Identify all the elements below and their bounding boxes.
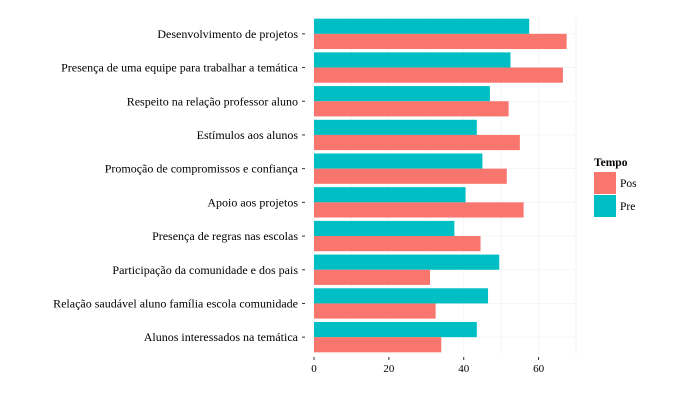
category-label: Desenvolvimento de projetos bbox=[157, 27, 298, 41]
legend-label-pre: Pre bbox=[620, 201, 635, 213]
bar-pos bbox=[314, 269, 431, 285]
bar-pre bbox=[314, 288, 489, 304]
category-label: Presença de regras nas escolas bbox=[152, 229, 298, 243]
x-axis: 0 20 40 60 bbox=[311, 357, 545, 375]
category-label: Apoio aos projetos bbox=[207, 195, 298, 209]
bar-pre bbox=[314, 119, 477, 135]
category-labels: Desenvolvimento de projetos Presença de u… bbox=[53, 27, 305, 344]
category-label: Estímulos aos alunos bbox=[197, 128, 299, 142]
bar-pre bbox=[314, 18, 530, 34]
bar-pos bbox=[314, 236, 481, 252]
legend-key-pos bbox=[594, 172, 616, 194]
legend: Tempo Pos Pre bbox=[594, 157, 637, 217]
bar-pos bbox=[314, 168, 507, 184]
bar-pre bbox=[314, 321, 477, 338]
bar-pre bbox=[314, 52, 511, 68]
bar-pos bbox=[314, 337, 442, 353]
bar-pos bbox=[314, 202, 524, 218]
x-tick-label: 20 bbox=[383, 363, 395, 375]
bar-pre bbox=[314, 153, 483, 169]
x-tick-label: 40 bbox=[458, 363, 470, 375]
legend-key-pre bbox=[594, 195, 616, 217]
bar-pos bbox=[314, 101, 509, 117]
bar-pre bbox=[314, 220, 455, 237]
bar-pos bbox=[314, 67, 563, 83]
category-label: Participação da comunidade e dos pais bbox=[112, 263, 298, 277]
category-label: Presença de uma equipe para trabalhar a … bbox=[61, 61, 299, 75]
x-tick-label: 0 bbox=[311, 363, 317, 375]
bar-pos bbox=[314, 134, 520, 151]
legend-label-pos: Pos bbox=[620, 178, 637, 190]
category-label: Relação saudável aluno família escola co… bbox=[53, 296, 298, 310]
bar-pos bbox=[314, 303, 436, 319]
category-label: Alunos interessados na temática bbox=[144, 330, 299, 344]
x-tick-label: 60 bbox=[533, 363, 545, 375]
bar-pre bbox=[314, 187, 466, 203]
bars bbox=[314, 18, 567, 353]
category-label: Respeito na relação professor aluno bbox=[127, 94, 298, 108]
category-label: Promoção de compromissos e confiança bbox=[105, 162, 299, 176]
bar-pre bbox=[314, 86, 490, 102]
legend-title: Tempo bbox=[594, 157, 628, 169]
bar-pos bbox=[314, 33, 567, 50]
bar-pre bbox=[314, 254, 500, 270]
